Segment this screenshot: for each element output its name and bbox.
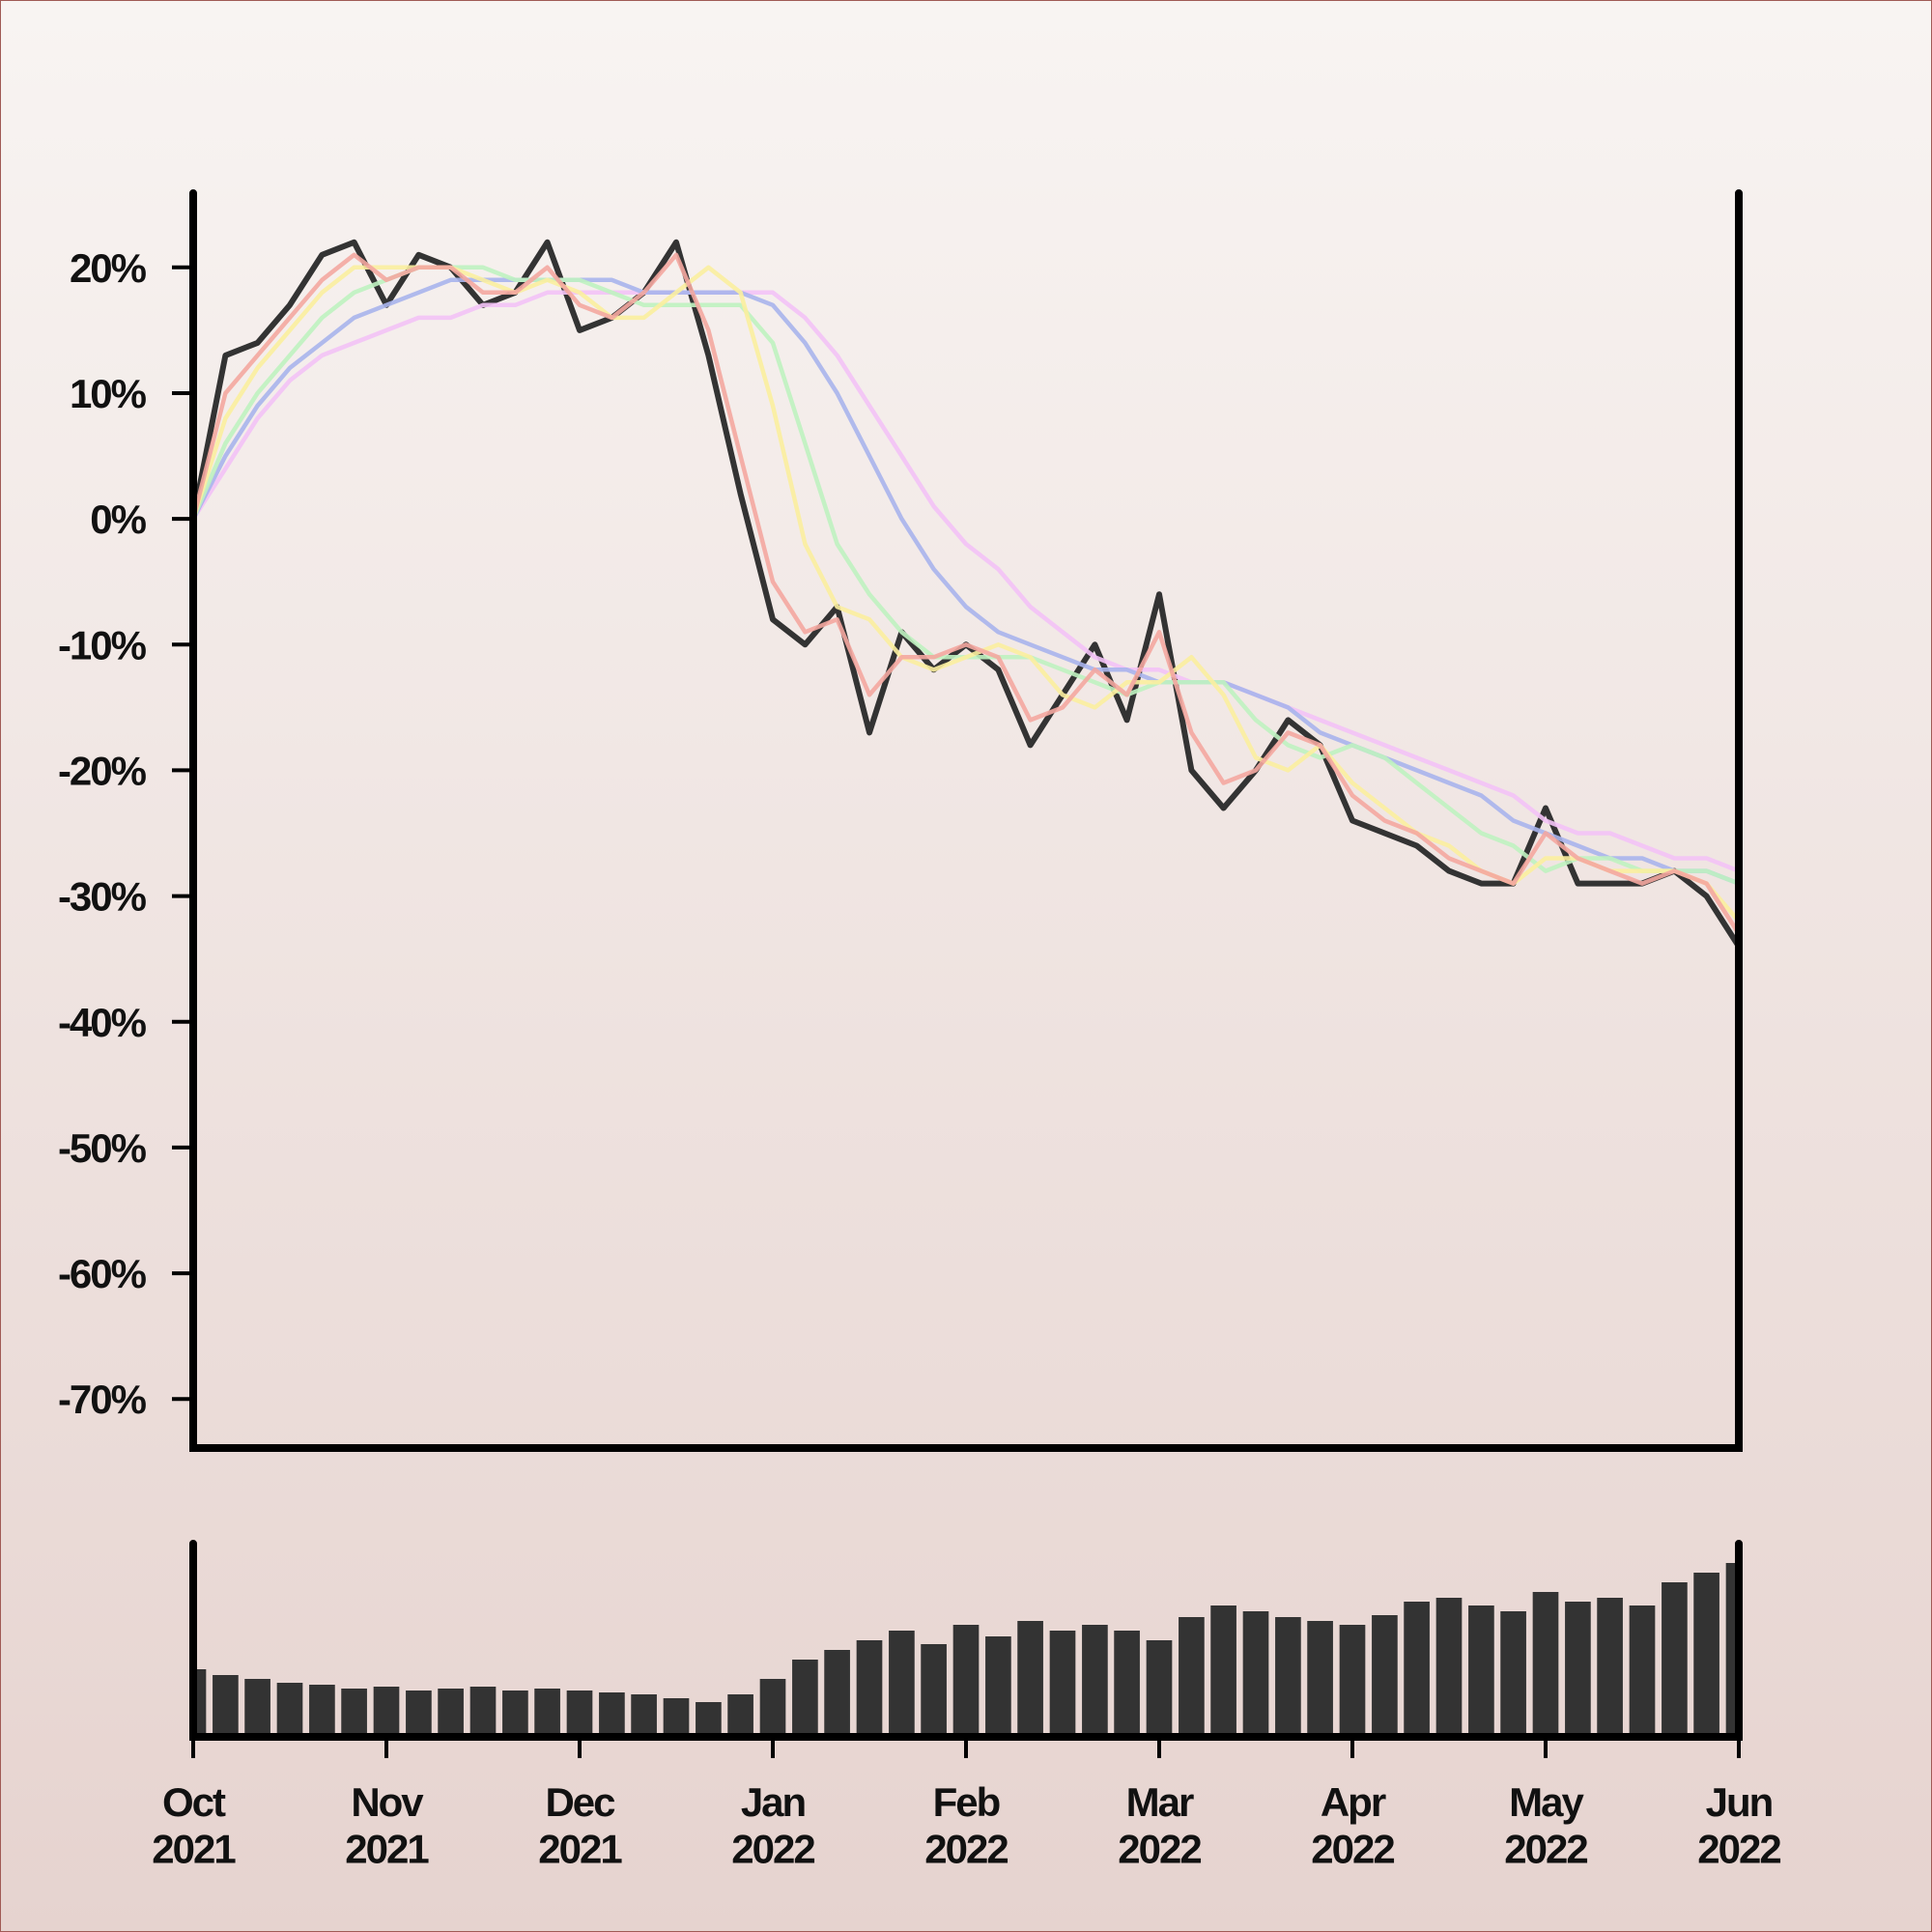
volume-bar	[309, 1685, 335, 1737]
y-tick-label: 10%	[70, 371, 147, 416]
volume-bar	[856, 1640, 883, 1737]
volume-bar	[341, 1689, 367, 1737]
series-line	[191, 290, 1740, 873]
volume-bar	[1532, 1592, 1559, 1737]
volume-bar	[244, 1679, 270, 1737]
volume-bar	[1597, 1598, 1623, 1737]
y-tick-label: 20%	[70, 245, 147, 291]
volume-bar	[631, 1694, 657, 1737]
volume-bar	[566, 1690, 593, 1737]
x-tick-label: Nov 2021	[345, 1779, 429, 1871]
x-tick-label: Feb 2022	[924, 1779, 1008, 1871]
volume-bars	[193, 1563, 1739, 1737]
volume-bar	[921, 1644, 947, 1737]
volume-bar	[1629, 1605, 1656, 1737]
price-panel: 20% 10% 0% -10% -20% -30% -40% -50% -60% -70%	[58, 189, 1743, 1452]
volume-frame	[189, 1540, 1743, 1741]
y-tick-label: -20%	[58, 748, 147, 793]
y-tick-label: -40%	[58, 1000, 147, 1045]
y-tick-label: 0%	[90, 497, 146, 542]
x-tick-label: Oct 2021	[152, 1779, 236, 1871]
volume-bar	[213, 1675, 239, 1737]
series-line	[190, 252, 1741, 935]
volume-bar	[1307, 1621, 1333, 1737]
volume-bar	[373, 1687, 400, 1737]
volume-bar	[1049, 1631, 1076, 1737]
volume-bar	[1693, 1573, 1719, 1737]
volume-bar	[1017, 1621, 1043, 1737]
volume-bar	[1114, 1631, 1140, 1737]
x-tick-label: Jan 2022	[731, 1779, 814, 1871]
volume-bar	[889, 1631, 915, 1737]
volume-bar	[276, 1683, 303, 1737]
volume-bar	[502, 1690, 528, 1737]
volume-bar	[534, 1689, 560, 1737]
x-tick-label: Dec 2021	[538, 1779, 622, 1871]
volume-bar	[1468, 1605, 1494, 1737]
volume-bar	[824, 1650, 850, 1737]
volume-bar	[1242, 1611, 1269, 1737]
volume-bar	[1275, 1617, 1301, 1737]
volume-bar	[1146, 1640, 1173, 1737]
volume-bar	[696, 1702, 722, 1737]
volume-bar	[1404, 1602, 1430, 1737]
volume-bar	[952, 1625, 980, 1737]
x-tick-label: Jun 2022	[1697, 1779, 1780, 1871]
volume-bar	[1500, 1611, 1526, 1737]
volume-bar	[1179, 1617, 1205, 1737]
volume-bar	[1662, 1582, 1688, 1737]
volume-bar	[438, 1689, 464, 1737]
volume-bar	[599, 1692, 625, 1737]
volume-panel: Oct 2021 Nov 2021 Dec 2021 Jan 2022 Feb 2022 Mar 20…	[152, 1540, 1782, 1871]
volume-bar	[1339, 1625, 1366, 1737]
volume-bar	[792, 1660, 818, 1737]
y-tick-label: -30%	[58, 874, 147, 920]
volume-bar	[727, 1694, 753, 1737]
volume-bar	[1082, 1625, 1108, 1737]
volume-bar	[469, 1687, 497, 1737]
x-tick-label: Mar 2022	[1118, 1779, 1201, 1871]
volume-bar	[1372, 1615, 1398, 1737]
y-tick-label: -70%	[58, 1377, 147, 1422]
volume-bar	[1210, 1605, 1236, 1737]
x-tick-label: Apr 2022	[1311, 1779, 1394, 1871]
y-tick-label: -60%	[58, 1251, 147, 1296]
volume-bar	[1435, 1598, 1463, 1737]
volume-bar	[1565, 1602, 1591, 1737]
series-line	[190, 277, 1740, 886]
volume-bar	[985, 1636, 1011, 1737]
volume-bar	[406, 1690, 432, 1737]
x-tick-label: May 2022	[1504, 1779, 1587, 1871]
volume-bar	[759, 1679, 786, 1737]
volume-bar	[663, 1698, 690, 1737]
y-tick-label: -10%	[58, 622, 147, 668]
axis-frame	[189, 189, 1743, 1452]
y-tick-label: -50%	[58, 1125, 147, 1171]
